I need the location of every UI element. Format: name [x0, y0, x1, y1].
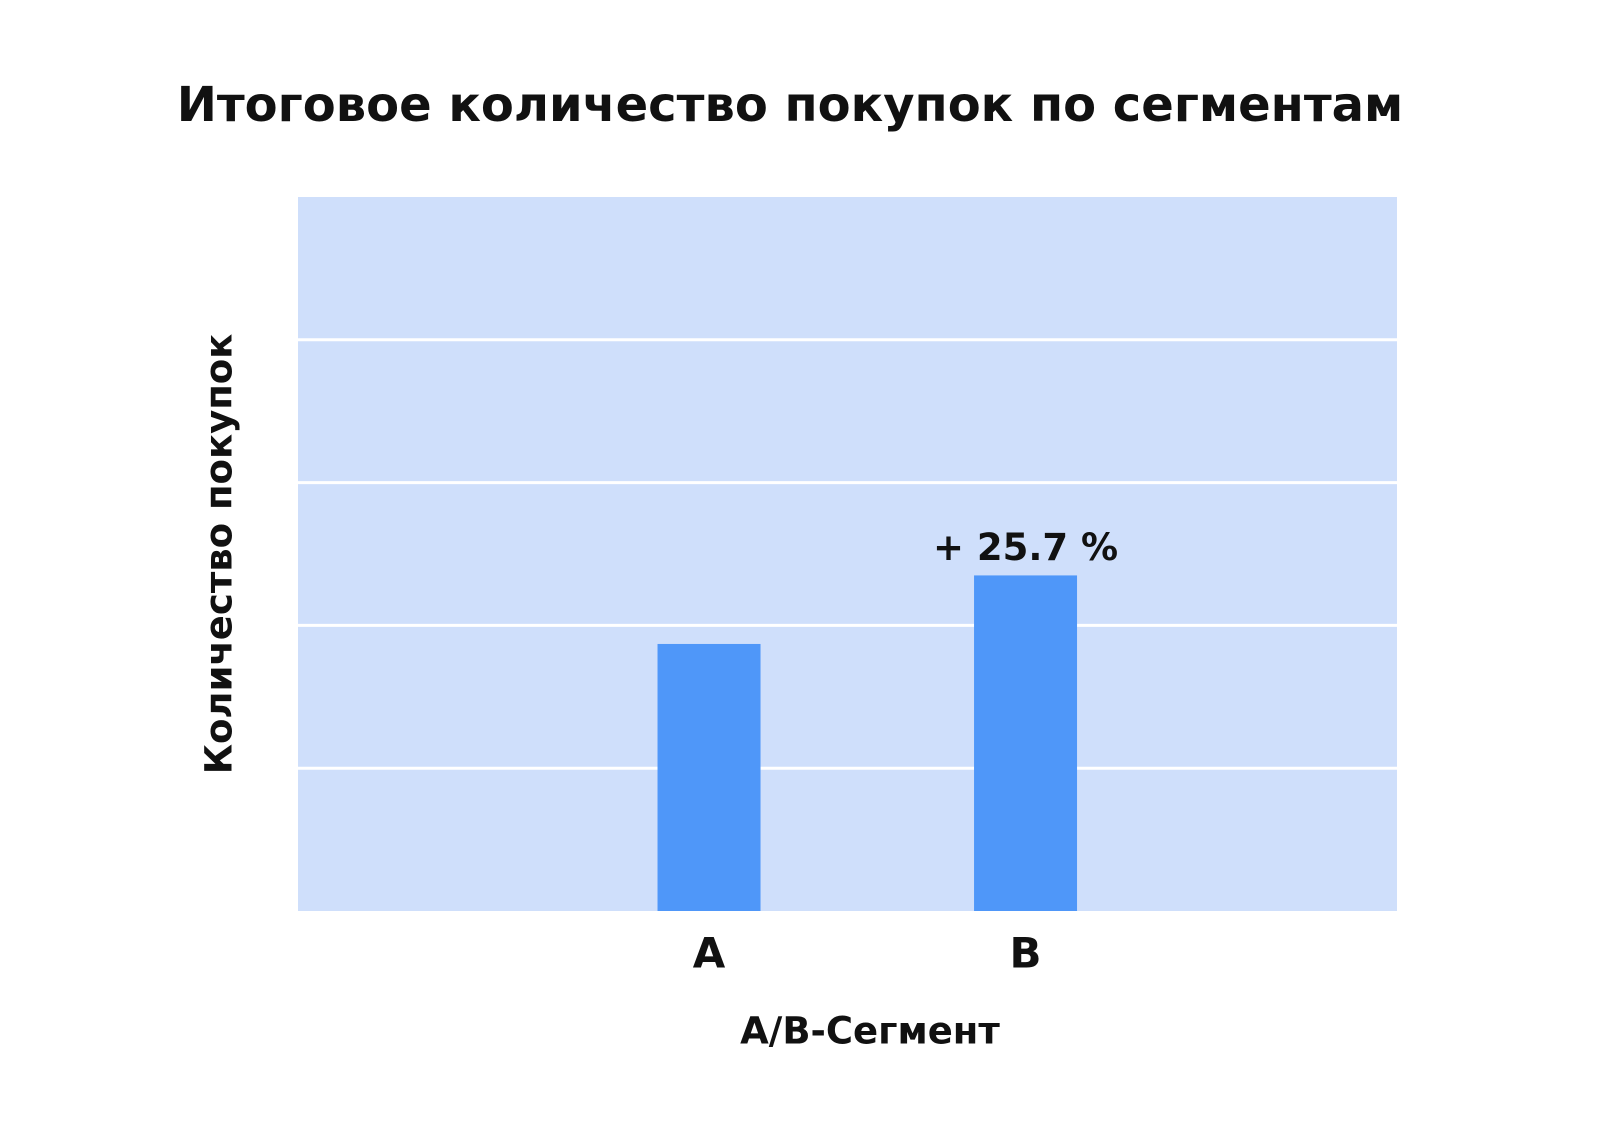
bar — [974, 575, 1078, 911]
plot-area — [298, 197, 1397, 911]
y-axis-title: Количество покупок — [198, 334, 241, 775]
x-axis-title: A/B-Сегмент — [740, 1010, 1000, 1053]
annotation: + 25.7 % — [933, 526, 1118, 569]
x-tick-label: B — [1010, 929, 1042, 978]
x-tick-label: A — [693, 929, 726, 978]
chart-title: Итоговое количество покупок по сегментам — [177, 77, 1404, 133]
bar — [657, 643, 761, 911]
